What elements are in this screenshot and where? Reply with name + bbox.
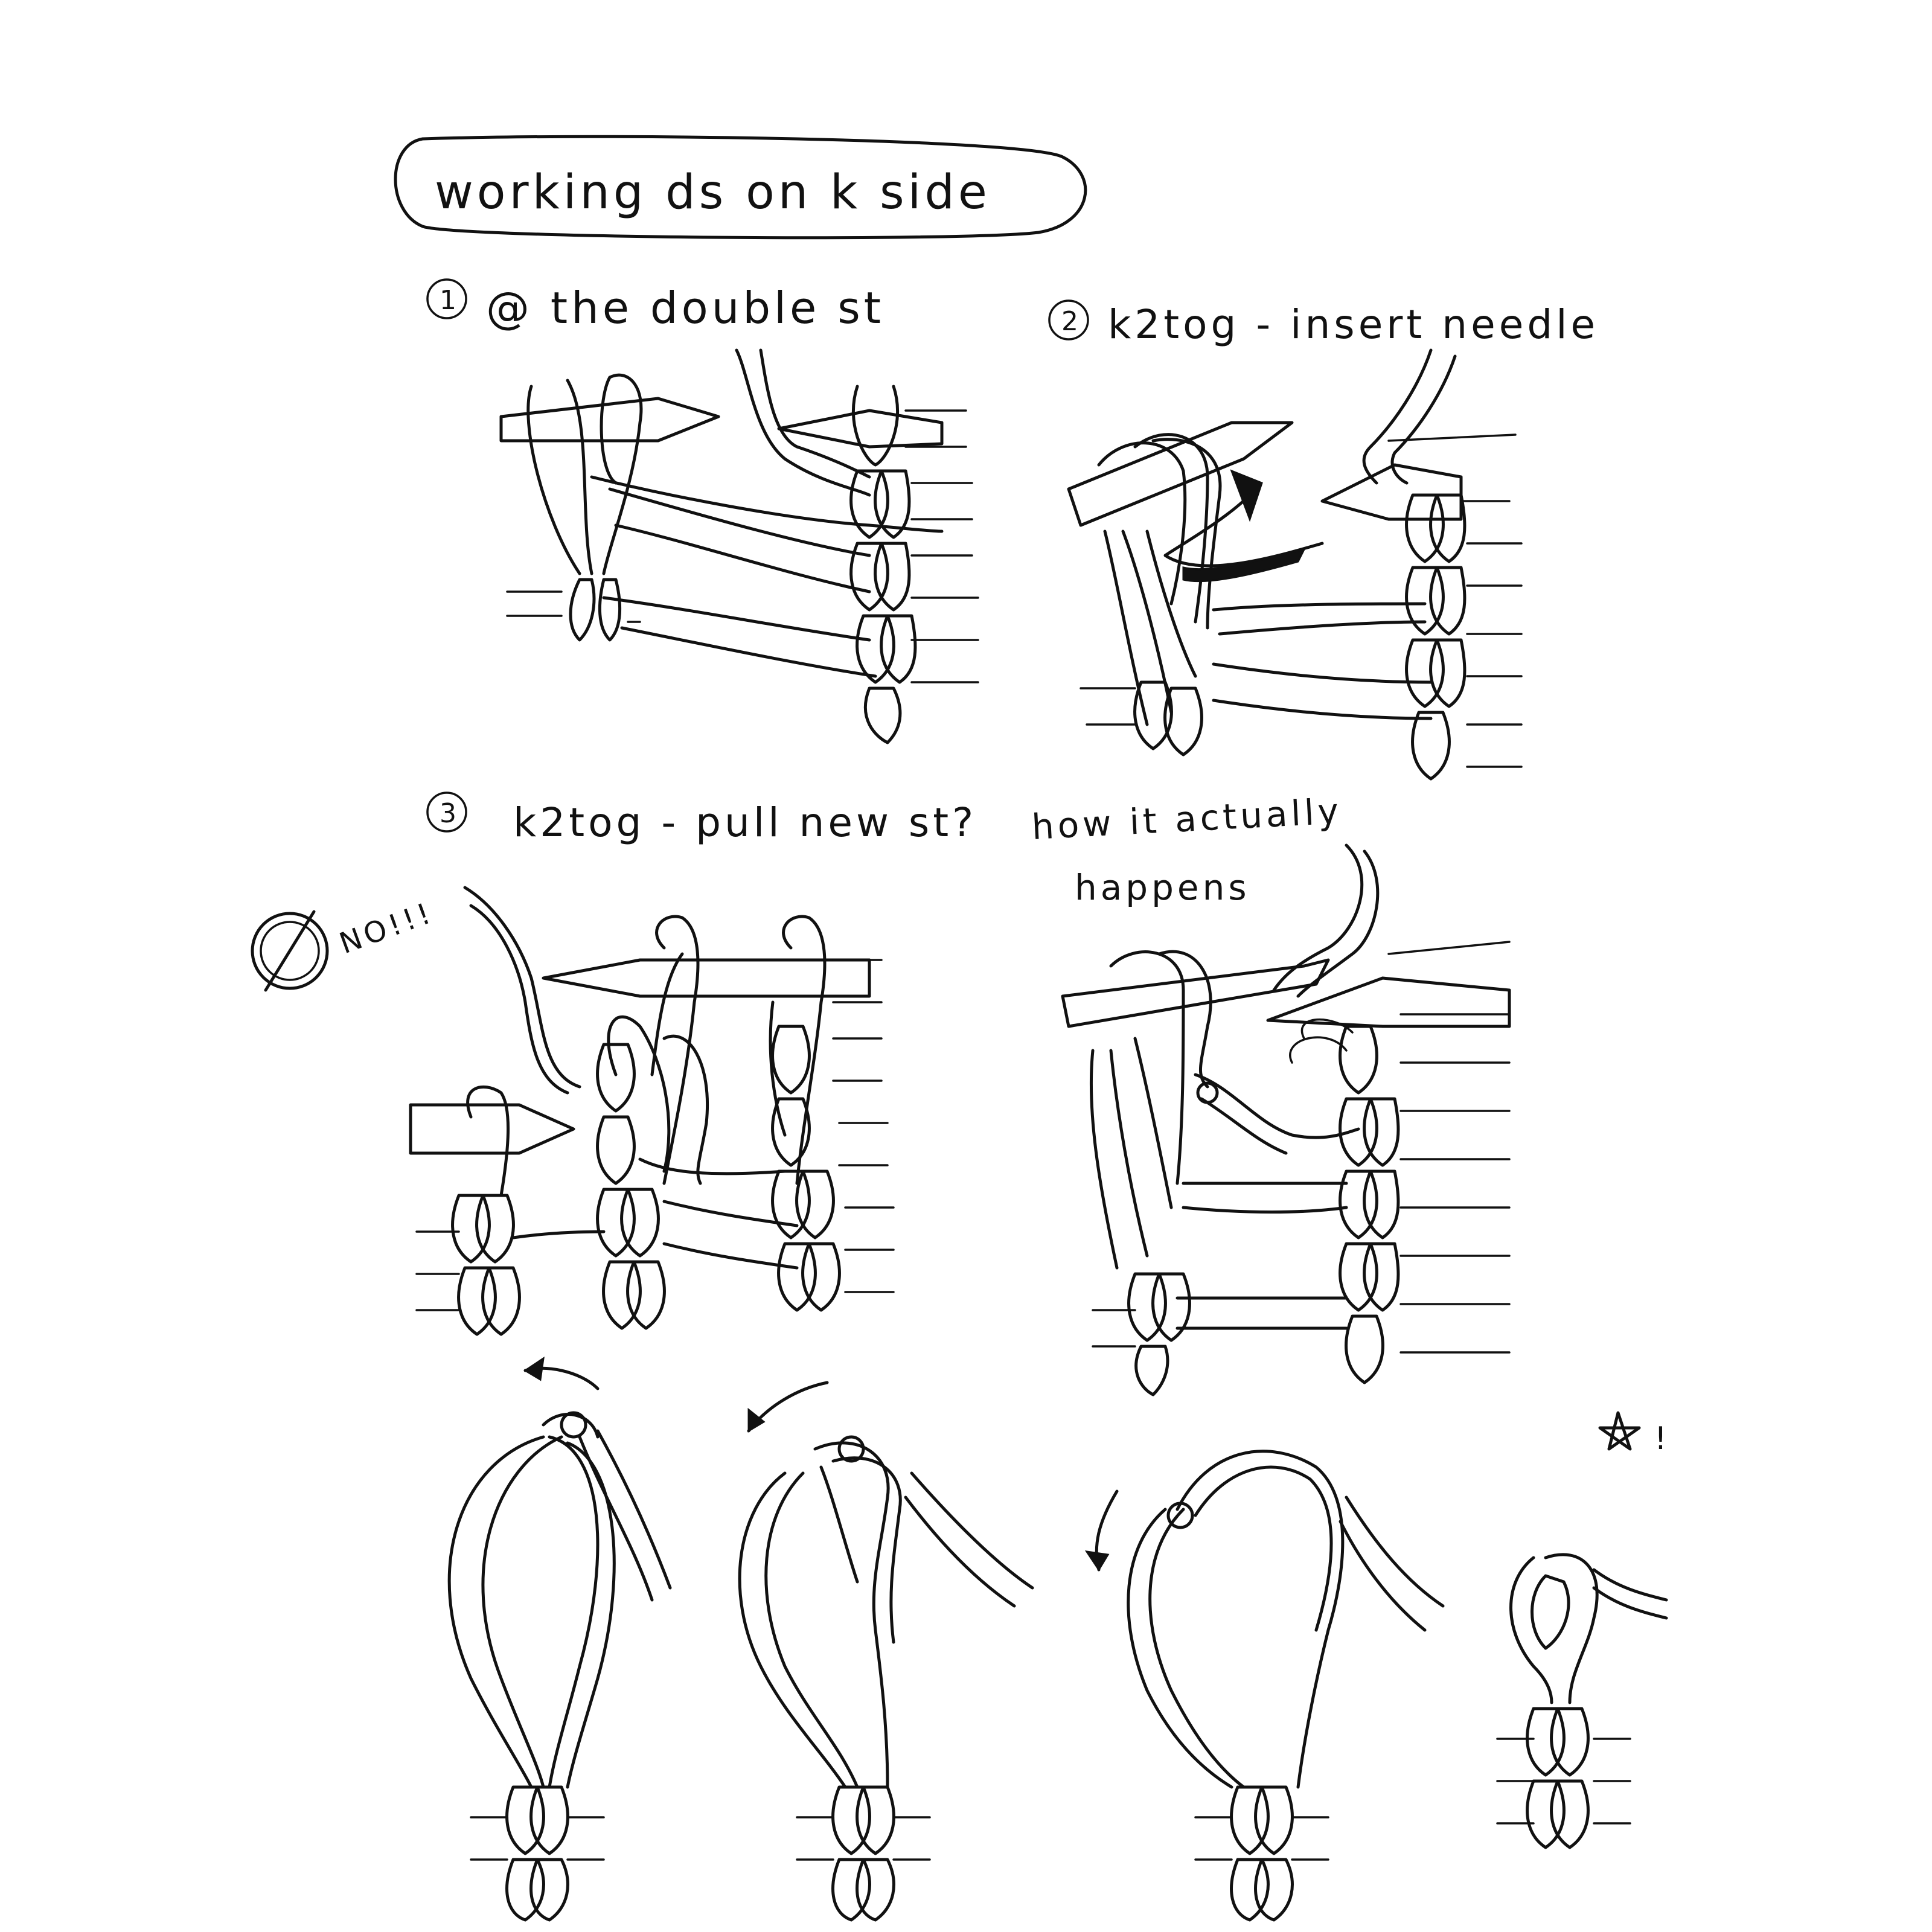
panel-3: 3 k2tog - pull new st? NO!!! bbox=[251, 792, 977, 1336]
panel-4-illustration bbox=[1061, 843, 1511, 1396]
final-exclamation: ! bbox=[1654, 1421, 1671, 1457]
title-bubble: working ds on k side bbox=[394, 135, 1087, 240]
step-4-caption-line-1: how it actually bbox=[1031, 790, 1343, 848]
panel-3-illustration bbox=[409, 886, 895, 1336]
sequence-step-a bbox=[447, 1356, 672, 1922]
svg-text:2: 2 bbox=[1061, 306, 1082, 337]
step-3-number: 3 bbox=[426, 792, 467, 833]
bottom-sequence: ! bbox=[447, 1356, 1671, 1922]
svg-text:1: 1 bbox=[440, 285, 460, 316]
step-1-number: 1 bbox=[426, 278, 467, 319]
panel-4: how it actually happens bbox=[1031, 790, 1511, 1396]
panel-1-illustration bbox=[499, 348, 979, 744]
step-2-caption: k2tog - insert needle bbox=[1108, 301, 1599, 348]
panel-2: 2 k2tog - insert needle bbox=[1048, 299, 1599, 781]
sequence-step-b bbox=[738, 1381, 1034, 1922]
step-4-caption-line-2: happens bbox=[1075, 867, 1250, 908]
sequence-step-c bbox=[1084, 1450, 1445, 1922]
step-2-number: 2 bbox=[1048, 299, 1089, 341]
star-icon bbox=[1598, 1411, 1641, 1451]
sequence-step-d: ! bbox=[1496, 1411, 1671, 1849]
panel-2-illustration bbox=[1067, 348, 1523, 781]
svg-text:3: 3 bbox=[440, 798, 460, 829]
no-symbol-icon bbox=[251, 910, 329, 992]
panel-1: 1 @ the double st bbox=[426, 278, 979, 744]
step-1-caption: @ the double st bbox=[486, 283, 884, 333]
title-text: working ds on k side bbox=[435, 165, 991, 220]
rejection-note: NO!!! bbox=[335, 895, 438, 961]
step-3-caption: k2tog - pull new st? bbox=[513, 799, 977, 846]
